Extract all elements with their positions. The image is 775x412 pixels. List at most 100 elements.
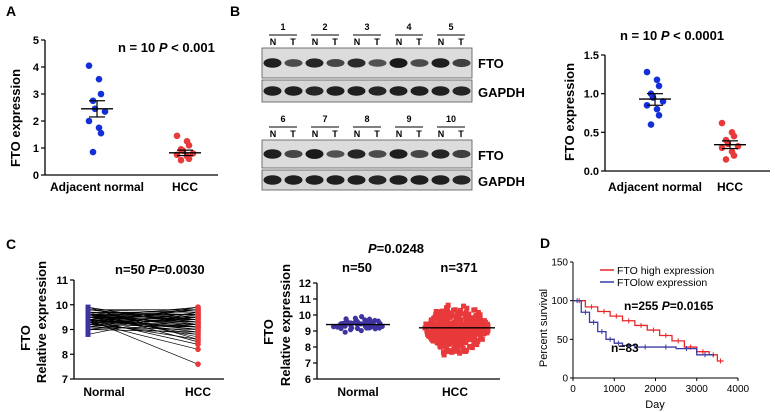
panel-c-right-hcc-point xyxy=(460,345,466,351)
panel-c-right-hcc-point xyxy=(485,328,491,334)
blot-top-fto-band xyxy=(305,58,324,68)
legend-low-label: FTOlow expression xyxy=(617,277,707,289)
panel-c-right-hcc-point xyxy=(437,312,443,318)
panel-c-left-y-tick-label: 10 xyxy=(56,300,68,312)
legend-high-label: FTO high expression xyxy=(617,265,714,277)
panel-b-point xyxy=(730,152,738,159)
panel-a-category-hcc: HCC xyxy=(172,180,198,194)
panel-b-point xyxy=(643,68,651,76)
panel-c-right-hcc-point xyxy=(469,333,475,339)
blot-bottom-gapdh-band xyxy=(431,175,450,185)
panel-c-left-y-tick-label: 7 xyxy=(62,374,68,386)
panel-c-left-pair-line xyxy=(87,321,199,350)
panel-c-right-hcc-point xyxy=(460,339,466,345)
panel-c-right-hcc-point xyxy=(480,328,486,334)
panel-c-right-hcc-point xyxy=(444,306,450,312)
blot-bottom-fto-label: FTO xyxy=(478,148,504,163)
panel-c-left-hcc-point xyxy=(195,336,201,343)
panel-c-right-n-normal: n=50 xyxy=(342,260,372,275)
blot-top-fto-band xyxy=(389,58,408,68)
panel-c-right-hcc-point xyxy=(433,308,439,314)
panel-c-right-hcc-point xyxy=(458,307,464,313)
panel-c-right-hcc-point xyxy=(432,314,438,320)
panel-c-right-hcc-point xyxy=(447,348,453,354)
panel-c-right-hcc-point xyxy=(434,326,440,332)
panel-a-stat: n = 10 P < 0.001 xyxy=(118,40,215,55)
blot-top-tumor-lane-label: T xyxy=(416,37,422,47)
panel-c-right-hcc-point xyxy=(441,331,447,337)
blot-bottom-gapdh-band xyxy=(452,175,471,185)
blot-top-fto-band xyxy=(452,58,471,68)
panel-c-right-hcc-point xyxy=(463,348,469,354)
panel-c-letter: C xyxy=(6,236,16,252)
panel-c-right-hcc-point xyxy=(430,317,436,323)
panel-b-point xyxy=(718,144,726,152)
panel-c-left-y-tick-label: 9 xyxy=(62,325,68,337)
panel-c-right-hcc-point xyxy=(452,343,458,349)
blot-top-gapdh-band xyxy=(326,86,345,96)
panel-c-right-hcc-point xyxy=(436,333,442,339)
panel-a-y-tick-label: 2 xyxy=(33,116,39,128)
panel-a-y-tick-label: 3 xyxy=(33,89,39,101)
blot-bottom-gapdh-band xyxy=(326,175,345,185)
panel-c-right-hcc-point xyxy=(461,331,467,337)
panel-c-left-pair-line xyxy=(87,319,199,323)
panel-c-right-category-normal: Normal xyxy=(337,385,378,399)
blot-bottom-fto-band xyxy=(347,149,366,159)
panel-c-right-hcc-point xyxy=(480,331,486,337)
panel-c-right-hcc-point xyxy=(440,349,446,355)
blot-bottom-gapdh-bands xyxy=(263,175,471,185)
panel-b-point xyxy=(730,132,738,140)
panel-a-point xyxy=(85,62,93,69)
panel-c-right-hcc-point xyxy=(424,328,430,334)
blot-bottom-lane-number: 8 xyxy=(364,114,369,124)
panel-c-right-hcc-point xyxy=(482,318,488,324)
panel-c-left-hcc-point xyxy=(195,329,201,335)
blot-bottom-fto-band xyxy=(284,150,303,158)
panel-c-right-hcc-point xyxy=(438,335,444,341)
panel-a-point xyxy=(185,155,193,163)
blot-bottom-fto-band xyxy=(326,150,345,158)
panel-c-left-pair-line xyxy=(87,321,199,340)
blot-top-lane-number: 2 xyxy=(322,22,327,32)
panel-c-left-pair-line xyxy=(87,311,199,315)
panel-c-left-normal-point xyxy=(85,319,91,325)
panel-c-right: P=0.0248 n=50 n=371 FTO Relative express… xyxy=(261,241,500,399)
panel-c-left-pair-line xyxy=(87,314,199,320)
panel-c-left-pair-lines xyxy=(87,306,199,365)
blot-top-gapdh-band xyxy=(389,86,408,96)
blot-top-fto-band xyxy=(368,59,387,67)
panel-c-left-y-tick-label: 8 xyxy=(62,349,68,361)
blot-top-tumor-lane-label: T xyxy=(290,37,296,47)
panel-c-left-y-axis: 7 8 9 10 11 xyxy=(56,275,75,386)
blot-bottom-tumor-lane-label: T xyxy=(332,129,338,139)
panel-c-right-hcc-point xyxy=(471,307,477,313)
panel-c-right-hcc-point xyxy=(466,336,472,342)
blot-top-fto-band xyxy=(431,58,450,68)
panel-a-y-tick-label: 5 xyxy=(33,35,39,47)
panel-c-right-hcc-point xyxy=(441,313,447,319)
panel-c-left-hcc-point xyxy=(195,311,201,318)
panel-c-right-hcc-point xyxy=(476,319,482,325)
panel-c-right-hcc-point xyxy=(464,305,470,311)
panel-c-left-normal-point xyxy=(85,307,91,313)
panel-b-category-hcc: HCC xyxy=(717,180,743,194)
panel-c-right-hcc-point xyxy=(451,339,457,345)
panel-a-category-normal: Adjacent normal xyxy=(50,180,144,194)
panel-c-right-hcc-point xyxy=(454,347,460,353)
panel-a-y-axis: 0 1 2 3 4 5 xyxy=(33,35,46,182)
panel-c-left-hcc-point xyxy=(195,361,201,367)
panel-c-right-hcc-point xyxy=(434,336,440,342)
blot-bottom-normal-lane-label: N xyxy=(312,129,319,139)
panel-c-left-pair-line xyxy=(87,326,199,330)
blot-bottom-gapdh-band xyxy=(410,175,429,185)
panel-c-right-hcc-point xyxy=(438,340,444,346)
blot-top-gapdh-strip xyxy=(261,79,473,103)
panel-c-right-hcc-point xyxy=(475,338,481,344)
panel-d-y-tick-label: 0 xyxy=(562,374,568,385)
blot-bottom-fto-band xyxy=(431,149,450,159)
panel-c-right-hcc-point xyxy=(454,329,460,335)
panel-c-right-y-tick-label: 7 xyxy=(305,358,311,370)
panel-c-right-hcc-point xyxy=(461,303,467,309)
blot-top-normal-lane-label: N xyxy=(354,37,361,47)
